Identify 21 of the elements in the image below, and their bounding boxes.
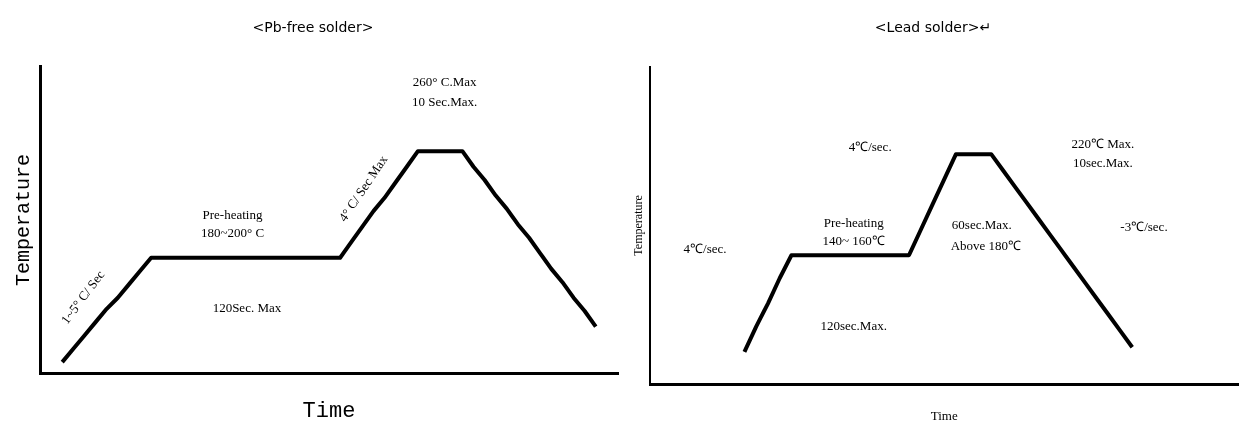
text: 220℃ Max.: [1071, 136, 1135, 152]
annotation: 60sec.Max.: [951, 216, 1012, 232]
x-axis-title: Time: [302, 398, 356, 424]
y-axis-title: Temperature: [631, 195, 646, 256]
chart-title: <Pb-free solder>: [252, 19, 374, 36]
annotation: 120Sec. Max: [212, 300, 282, 316]
annotation: 140~ 160℃: [822, 232, 885, 248]
annotation: Pre-heating: [823, 214, 885, 230]
annotation: 180~200° C: [200, 224, 265, 240]
annotation: 4℃/sec.: [683, 240, 727, 256]
annotation: 120sec.Max.: [820, 317, 887, 333]
annotation: -3℃/sec.: [1120, 219, 1168, 235]
annotation: Pre-heating: [202, 206, 263, 222]
annotation: Above 180℃: [950, 237, 1022, 253]
chart-title: <Lead solder>↵: [874, 19, 992, 36]
y-axis-title: Temperature: [12, 153, 36, 287]
x-axis-title: Time: [930, 407, 958, 423]
text: 10 Sec.Max.: [411, 93, 478, 109]
text: 4℃/sec.: [848, 138, 892, 154]
text: 260° C.Max: [412, 73, 477, 89]
annotation: 10sec.Max.: [1072, 154, 1133, 170]
